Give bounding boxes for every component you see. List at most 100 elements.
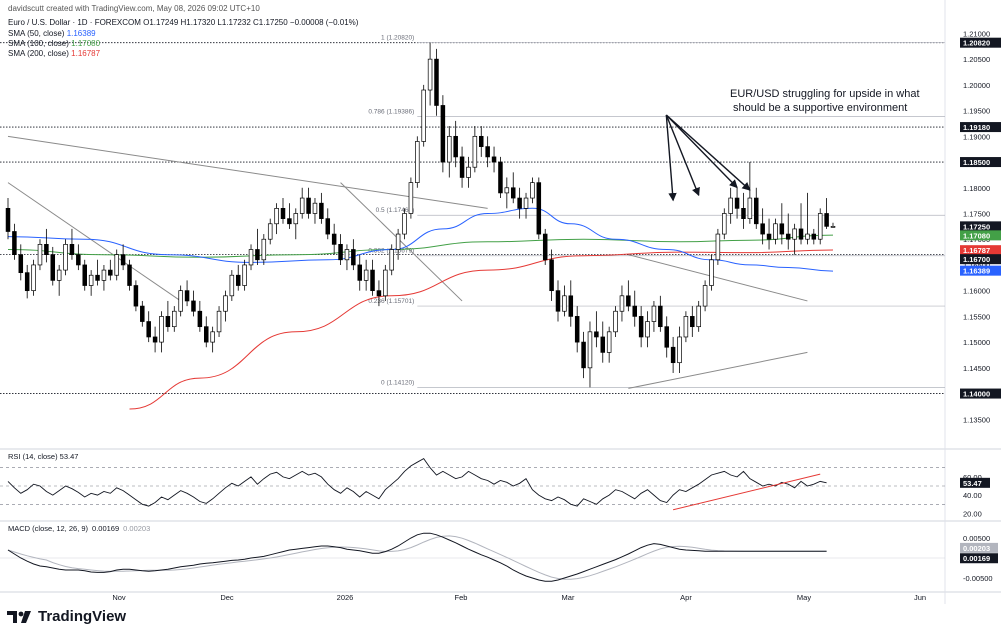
candle-body: [152, 336, 158, 343]
time-tick: Jun: [914, 593, 926, 602]
annotation-arrows: [665, 114, 751, 202]
candle-body: [651, 305, 657, 322]
sma50-legend-value: 1.16389: [67, 29, 96, 38]
candle-body: [722, 213, 727, 235]
rsi-title[interactable]: RSI (14, close) 53.47: [8, 452, 78, 461]
candle-body: [658, 305, 663, 328]
fib-label: 0 (1.14120): [381, 379, 414, 386]
candle-body: [479, 135, 484, 147]
candle-body: [325, 218, 331, 235]
candle-body: [274, 208, 279, 225]
price-label-box: [960, 221, 1001, 232]
candle-body: [626, 295, 631, 307]
candle-body: [44, 244, 49, 256]
candle-body: [523, 197, 529, 209]
price-tick: 1.15500: [963, 312, 990, 321]
candle-body: [140, 305, 145, 322]
macd-title[interactable]: MACD (close, 12, 26, 9) 0.00169 0.00203: [8, 524, 150, 533]
candle-body: [133, 285, 139, 307]
price-label-box: [960, 122, 1001, 133]
candle-body: [485, 146, 490, 158]
candle-body: [715, 233, 721, 261]
trendline: [628, 254, 808, 302]
candle-body: [734, 197, 740, 209]
candle-body: [248, 249, 254, 266]
candle-body: [549, 259, 554, 292]
price-label: 1.14000: [963, 390, 990, 399]
candle-body: [395, 233, 401, 250]
candle-body: [517, 197, 522, 209]
price-label-box: [960, 37, 1001, 48]
fib-label: 1 (1.20820): [381, 35, 414, 42]
time-tick: Nov: [112, 593, 126, 602]
time-tick: May: [797, 593, 811, 602]
grid-layer: [0, 0, 1001, 604]
price-label: 1.18500: [963, 158, 990, 167]
price-label: 1.20820: [963, 39, 990, 48]
candle-body: [12, 231, 17, 255]
sma100-line: [7, 234, 834, 258]
candle-body: [766, 233, 772, 240]
price-tick: 1.15000: [963, 338, 990, 347]
price-label: 1.16389: [963, 267, 990, 276]
candle-body: [811, 233, 817, 240]
time-axis[interactable]: Nov Dec 2026 Feb Mar Apr May Jun: [112, 593, 926, 602]
candle-body: [491, 156, 497, 163]
candle-body: [824, 213, 829, 227]
time-tick: Dec: [220, 593, 234, 602]
trendlines: [7, 135, 808, 389]
candle-body: [779, 223, 785, 235]
fibonacci-levels: 1 (1.20820) 0.786 (1.19386) 0.5 (1.17466) 0…: [368, 35, 945, 388]
price-label: 1.17080: [963, 231, 990, 240]
candle-body: [370, 269, 375, 292]
sma100-legend[interactable]: SMA (100, close) 1.17080: [8, 39, 101, 48]
tradingview-brand[interactable]: TradingView: [6, 608, 126, 625]
tradingview-wordmark: TradingView: [38, 608, 127, 625]
macd-line: [7, 532, 827, 582]
price-label: 1.19180: [963, 123, 990, 132]
candle-body: [574, 316, 580, 343]
sma50-line: [7, 207, 834, 272]
candle-body: [287, 218, 292, 225]
candle-body: [101, 269, 107, 281]
price-tick: 1.21000: [963, 29, 990, 38]
fib-label: 0.5 (1.17466): [376, 207, 415, 214]
sma100-legend-value: 1.17080: [71, 39, 100, 48]
candle-body: [402, 213, 407, 235]
candle-body: [229, 274, 235, 297]
price-tick: 1.20000: [963, 81, 990, 90]
candle-body: [434, 58, 439, 106]
candle-body: [280, 208, 286, 219]
candle-body: [817, 213, 823, 240]
annotation-line-1: EUR/USD struggling for upside in what: [730, 88, 920, 100]
sma200-legend-label: SMA (200, close): [8, 49, 71, 58]
credit-line: davidscutt created with TradingView.com,…: [8, 4, 260, 13]
candle-body: [747, 197, 753, 219]
price-label: 1.16787: [963, 246, 990, 255]
candle-body: [178, 290, 183, 312]
price-label-box: [960, 388, 1001, 399]
price-tick: 1.19500: [963, 107, 990, 116]
sma50-legend[interactable]: SMA (50, close) 1.16389: [8, 29, 96, 38]
symbol-line[interactable]: Euro / U.S. Dollar · 1D · FOREXCOM O1.17…: [8, 18, 359, 27]
candle-body: [753, 197, 759, 225]
candle-body: [306, 197, 311, 214]
candle-body: [504, 187, 510, 194]
rsi-line: [7, 458, 827, 507]
price-label: 1.17250: [963, 222, 990, 231]
candle-body: [210, 331, 215, 343]
price-tick: 1.16000: [963, 287, 990, 296]
candlestick-series: [5, 42, 836, 388]
price-label-box: [960, 254, 1001, 265]
sma200-legend[interactable]: SMA (200, close) 1.16787: [8, 49, 101, 58]
trendline: [628, 351, 808, 389]
candle-body: [709, 259, 714, 286]
candle-body: [466, 166, 471, 178]
time-tick: Apr: [680, 593, 692, 602]
candle-body: [216, 310, 222, 333]
candle-body: [728, 197, 733, 214]
candle-body: [683, 316, 689, 338]
